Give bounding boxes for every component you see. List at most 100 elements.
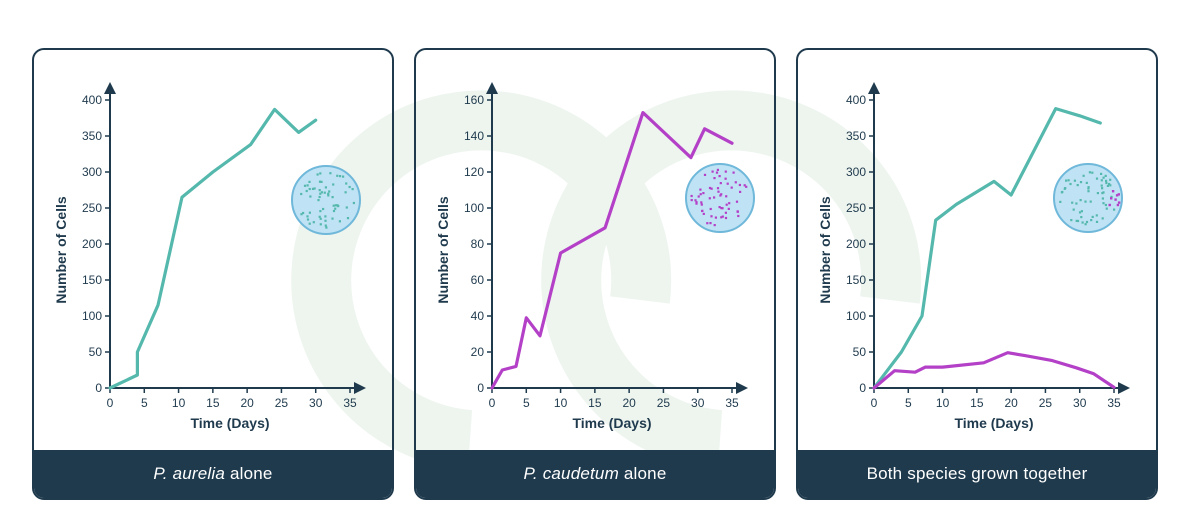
dish-dot xyxy=(1078,211,1082,214)
dish-dot xyxy=(713,177,716,180)
dish-dot xyxy=(1095,214,1098,217)
petri-dish-icon xyxy=(291,165,361,235)
dish-dot xyxy=(324,215,327,218)
x-tick-label: 5 xyxy=(905,396,912,410)
x-tick-label: 15 xyxy=(588,396,602,410)
dish-dot xyxy=(318,189,321,192)
dish-dot xyxy=(717,190,720,193)
dish-dot xyxy=(317,199,320,202)
dish-dot xyxy=(324,186,327,189)
y-tick-label: 40 xyxy=(471,309,485,323)
petri-dish-icon xyxy=(1053,163,1123,233)
y-tick-label: 250 xyxy=(846,201,866,215)
dish-dot xyxy=(300,213,303,216)
dish-dot xyxy=(306,218,310,221)
dish-dot xyxy=(1109,178,1112,181)
dish-dot xyxy=(319,210,322,213)
dish-dot xyxy=(1065,179,1068,182)
caption-italic: P. caudetum xyxy=(523,464,619,483)
dish-dot xyxy=(1076,219,1080,223)
caption-rest: Both species grown together xyxy=(866,464,1088,483)
dish-dot-purple xyxy=(1117,201,1121,204)
dish-dot xyxy=(1109,184,1112,187)
dish-dot xyxy=(719,194,722,197)
dish-dot xyxy=(1082,174,1085,177)
dish-dot xyxy=(1105,179,1108,182)
caption-italic: P. aurelia xyxy=(153,464,226,483)
x-tick-label: 10 xyxy=(936,396,950,410)
dish-dot xyxy=(716,168,719,171)
dish-dot xyxy=(702,192,705,195)
panel-p-caudetum: 0 5 10 15 20 25 30 35 0 20 40 60 80 100 120 140 160 Time … xyxy=(414,48,776,500)
caption-p-aurelia: P. aurelia alone xyxy=(34,450,392,498)
dish-dot-purple xyxy=(1116,203,1120,207)
caption-both-species: Both species grown together xyxy=(798,450,1156,498)
dish-dot xyxy=(690,199,693,202)
dish-dot xyxy=(1105,207,1108,210)
x-tick-label: 25 xyxy=(275,396,289,410)
dish-dot xyxy=(1071,201,1074,204)
dish-dot xyxy=(1105,181,1108,185)
dish-dot xyxy=(1087,186,1090,189)
dish-dot xyxy=(327,192,330,195)
chart-both-species: 0 5 10 15 20 25 30 35050100150200250300350400Ti… xyxy=(817,82,1130,431)
y-tick-label: 350 xyxy=(846,129,866,143)
y-tick-label: 100 xyxy=(846,309,866,323)
y-axis-arrow xyxy=(486,82,498,94)
x-tick-label: 30 xyxy=(1073,396,1087,410)
dish-dot xyxy=(709,207,712,211)
dish-dot xyxy=(724,216,728,220)
dish-dot xyxy=(1089,200,1092,203)
dish-dot xyxy=(1087,187,1090,190)
x-tick-label: 5 xyxy=(141,396,148,410)
dish-dot xyxy=(346,217,350,220)
dish-dot xyxy=(1101,217,1104,220)
dish-dot xyxy=(324,224,327,227)
dish-dot xyxy=(725,203,728,206)
dish-dot xyxy=(716,187,720,190)
y-axis-title: Number of Cells xyxy=(435,196,451,304)
dish-dot xyxy=(694,199,697,202)
caption-rest: alone xyxy=(618,464,667,483)
dish-dot xyxy=(1101,197,1104,200)
dish-dot xyxy=(1088,171,1091,174)
series-line xyxy=(872,106,1102,390)
dish-dot xyxy=(719,182,722,185)
dish-dot xyxy=(1085,220,1089,224)
dish-dot xyxy=(320,191,323,194)
x-tick-label: 20 xyxy=(240,396,254,410)
dish-dot xyxy=(700,201,703,204)
dish-dot xyxy=(303,184,307,187)
x-axis-title: Time (Days) xyxy=(954,415,1033,431)
dish-dot xyxy=(1080,210,1083,213)
dish-dot xyxy=(339,175,342,178)
dish-dot xyxy=(329,172,332,175)
y-tick-label: 400 xyxy=(846,93,866,107)
dish-dot xyxy=(336,174,339,177)
dish-dot xyxy=(323,191,326,194)
dish-dot xyxy=(345,182,348,185)
x-tick-label: 0 xyxy=(489,396,496,410)
dish-dot xyxy=(331,217,334,220)
dish-dot xyxy=(690,194,693,198)
x-axis-arrow xyxy=(354,382,366,394)
x-tick-label: 10 xyxy=(554,396,568,410)
dish-circle xyxy=(291,165,361,235)
dish-dot xyxy=(342,175,345,178)
y-axis-arrow xyxy=(868,82,880,94)
dish-dot xyxy=(1090,219,1093,222)
dish-dot xyxy=(699,188,702,191)
y-tick-label: 200 xyxy=(82,237,102,251)
dish-dot xyxy=(344,191,347,194)
dish-dot xyxy=(309,195,312,198)
dish-dot xyxy=(720,193,723,196)
x-axis-arrow xyxy=(736,382,748,394)
y-tick-label: 80 xyxy=(471,237,485,251)
dish-dot xyxy=(695,201,698,204)
dish-dot xyxy=(336,204,339,207)
dish-dot xyxy=(1100,172,1103,175)
panel-both-species: 0 5 10 15 20 25 30 35 0 50 100 150 200 250 300 350 400 Ti… xyxy=(796,48,1158,500)
dish-dot xyxy=(1075,202,1078,205)
dish-dot xyxy=(308,187,311,191)
dish-dot xyxy=(306,184,309,187)
